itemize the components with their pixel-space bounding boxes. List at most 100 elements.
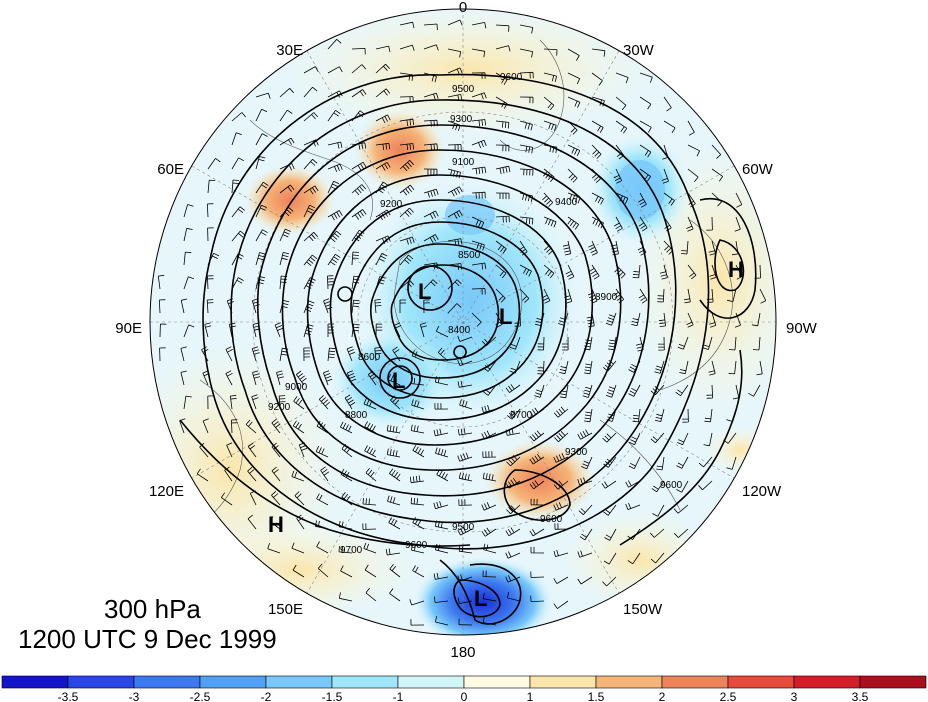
wind-barb <box>294 491 305 506</box>
colorbar-swatch <box>463 675 531 689</box>
wind-barb <box>245 419 257 434</box>
wind-barb <box>559 360 569 375</box>
wind-barb <box>231 157 244 170</box>
wind-barb <box>676 456 689 469</box>
colorbar-swatch <box>661 675 729 689</box>
wind-barb <box>447 303 462 314</box>
contour-label: 8900 <box>595 292 618 303</box>
wind-barb <box>659 264 668 280</box>
wind-barb <box>225 370 233 386</box>
wind-barb <box>457 526 473 536</box>
wind-barb <box>537 336 545 351</box>
wind-barb <box>410 497 425 506</box>
wind-barb <box>365 467 377 482</box>
wind-barb <box>364 564 377 578</box>
wind-barb <box>180 370 187 386</box>
wind-barb <box>434 520 449 530</box>
low-center: L <box>418 279 431 304</box>
wind-barb <box>180 346 187 362</box>
datetime-title: 1200 UTC 9 Dec 1999 <box>18 624 277 654</box>
wind-barb <box>495 24 510 32</box>
wind-barb <box>392 346 401 362</box>
wind-barb <box>651 480 665 493</box>
wind-barb <box>591 216 604 229</box>
colorbar-tick-label: 3 <box>791 690 798 702</box>
wind-barb <box>495 192 510 200</box>
longitude-labels: 0 30W 60W 90W 120W 150W 180 150E 120E 90… <box>115 0 817 661</box>
wind-barb <box>577 550 593 558</box>
wind-barb <box>567 120 578 135</box>
wind-barb <box>591 96 605 107</box>
lon-label-150w: 150W <box>623 601 663 618</box>
wind-barb <box>387 374 401 386</box>
wind-barb <box>279 300 290 314</box>
lon-label-60e: 60E <box>157 161 184 178</box>
wind-barb <box>506 504 521 515</box>
wind-barb <box>351 299 360 314</box>
wind-barb <box>410 544 425 554</box>
wind-barb <box>318 395 330 410</box>
colorbar-tick-label: -2 <box>261 690 272 702</box>
wind-barb <box>409 599 425 606</box>
wind-barb <box>471 22 487 29</box>
colorbar-tick-label: -3 <box>129 690 140 702</box>
wind-barb <box>471 48 486 58</box>
wind-barb <box>708 240 716 256</box>
wind-barb <box>751 312 761 327</box>
wind-barb <box>632 408 641 423</box>
wind-barb <box>291 542 305 554</box>
wind-barb <box>303 66 319 74</box>
wind-barb <box>687 192 696 208</box>
wind-barb <box>553 480 569 490</box>
wind-barb <box>543 120 557 132</box>
wind-barb <box>754 264 761 279</box>
wind-barb <box>399 21 415 29</box>
wind-barb <box>686 312 694 328</box>
wind-barb <box>658 336 665 351</box>
wind-barb <box>375 88 391 98</box>
wind-barb <box>340 565 353 578</box>
lon-label-90e: 90E <box>115 320 142 337</box>
wind-barb <box>433 572 449 580</box>
wind-barb <box>207 158 221 170</box>
wind-barb <box>482 616 497 626</box>
wind-barb <box>614 216 623 232</box>
wind-barb <box>529 528 545 537</box>
wind-barb <box>615 96 627 111</box>
wind-barb <box>201 346 209 362</box>
wind-barb <box>303 277 316 290</box>
colorbar-tick-label: 2 <box>659 690 666 702</box>
wind-barb <box>338 592 353 602</box>
wind-barb <box>363 542 377 554</box>
wind-barb <box>399 280 414 290</box>
wind-barb <box>663 192 675 206</box>
wind-barb <box>279 252 290 266</box>
contour-labels: 9500 9600 9300 9400 9200 9100 9000 8900 … <box>268 72 683 556</box>
wind-barb <box>602 576 617 587</box>
wind-barb <box>207 227 214 242</box>
wind-barb <box>582 384 593 398</box>
wind-barb <box>631 312 641 327</box>
wind-barb <box>435 543 449 554</box>
wind-barb <box>482 570 497 578</box>
wind-barb <box>637 240 647 256</box>
wind-barb <box>583 336 593 351</box>
wind-barb <box>482 592 497 602</box>
wind-barb <box>505 551 521 559</box>
wind-barb <box>663 96 672 112</box>
wind-barb <box>471 312 482 327</box>
wind-barb <box>639 144 652 158</box>
colorbar-swatch <box>793 675 861 689</box>
wind-barb <box>663 216 672 232</box>
wind-barb <box>482 336 497 346</box>
wind-barb <box>458 499 473 506</box>
wind-barb <box>389 588 401 602</box>
wind-barb <box>726 456 737 470</box>
wind-barb <box>323 370 333 386</box>
wind-barb <box>375 235 391 244</box>
contour-label: 9600 <box>500 72 523 83</box>
wind-barb <box>410 619 425 626</box>
wind-barb <box>567 48 580 61</box>
wind-barb <box>327 163 343 173</box>
wind-barb <box>471 119 486 127</box>
